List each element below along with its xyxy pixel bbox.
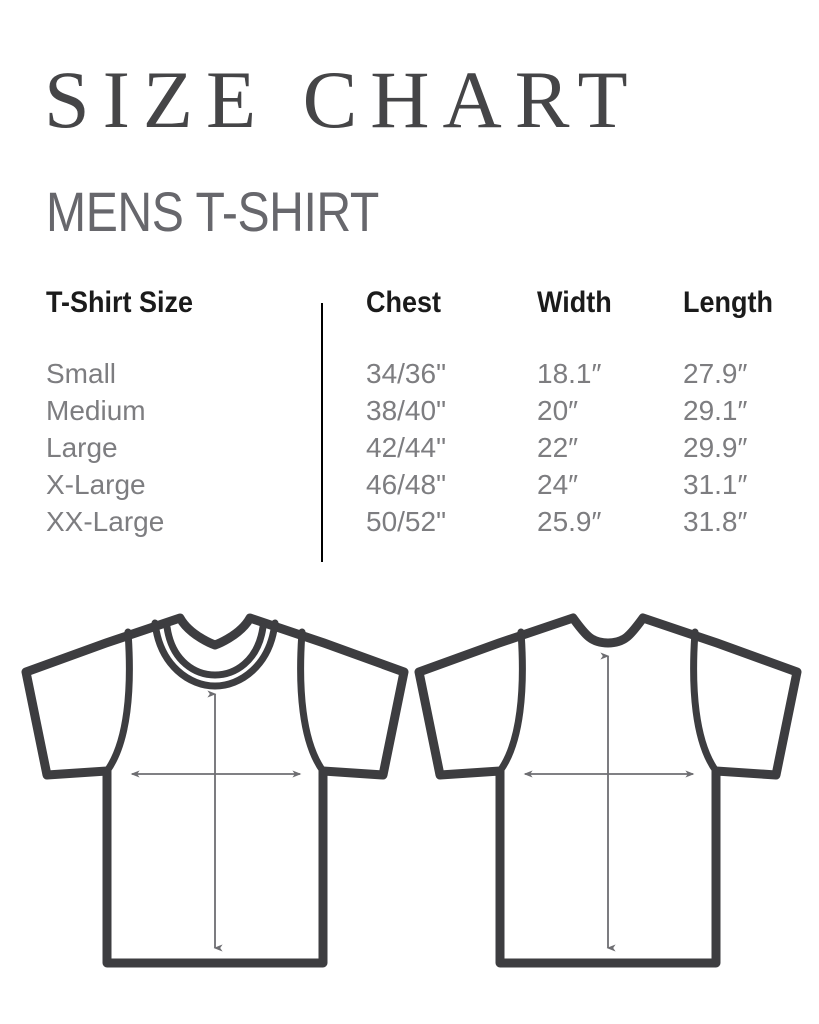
- table-row: 31.8″: [683, 506, 748, 537]
- column-divider: [321, 303, 323, 562]
- table-row: 34/36": [366, 358, 447, 389]
- table-row: 18.1″: [537, 358, 602, 389]
- table-row: 20″: [537, 395, 579, 426]
- table-row: 29.1″: [683, 395, 748, 426]
- page-title: SIZE CHART: [44, 54, 641, 145]
- size-table: T-Shirt Size Chest Width Length Small 34…: [0, 286, 819, 562]
- table-row: 29.9″: [683, 432, 748, 463]
- table-header-size: T-Shirt Size: [46, 286, 194, 319]
- table-header-width: Width: [537, 286, 612, 319]
- table-row: Large: [46, 432, 118, 463]
- table-row: Medium: [46, 395, 146, 426]
- table-row: 27.9″: [683, 358, 748, 389]
- table-row: 31.1″: [683, 469, 748, 500]
- table-row: XX-Large: [46, 506, 165, 537]
- table-header-chest: Chest: [366, 286, 442, 319]
- table-row: 38/40": [366, 395, 447, 426]
- tshirt-front-left-sleeve-seam: [103, 628, 133, 775]
- tshirt-back-right-sleeve-seam: [690, 628, 720, 775]
- table-row: 25.9″: [537, 506, 602, 537]
- tshirt-front-collar-outer: [151, 619, 279, 690]
- table-row: X-Large: [46, 469, 146, 500]
- table-row: 46/48": [366, 469, 447, 500]
- table-row: 22″: [537, 432, 579, 463]
- table-row: 50/52": [366, 506, 447, 537]
- tshirt-diagrams: [0, 596, 819, 986]
- tshirt-front-collar-inner: [163, 623, 267, 679]
- table-row: 42/44": [366, 432, 447, 463]
- tshirt-front-right-sleeve-seam: [297, 628, 327, 775]
- tshirt-back-left-sleeve-seam: [496, 628, 526, 775]
- tshirt-back-view: [414, 613, 802, 968]
- table-header-length: Length: [683, 286, 773, 319]
- table-row: 24″: [537, 469, 579, 500]
- page-subtitle: MENS T-SHIRT: [46, 180, 379, 243]
- tshirt-front-view: [21, 613, 409, 968]
- table-row: Small: [46, 358, 117, 389]
